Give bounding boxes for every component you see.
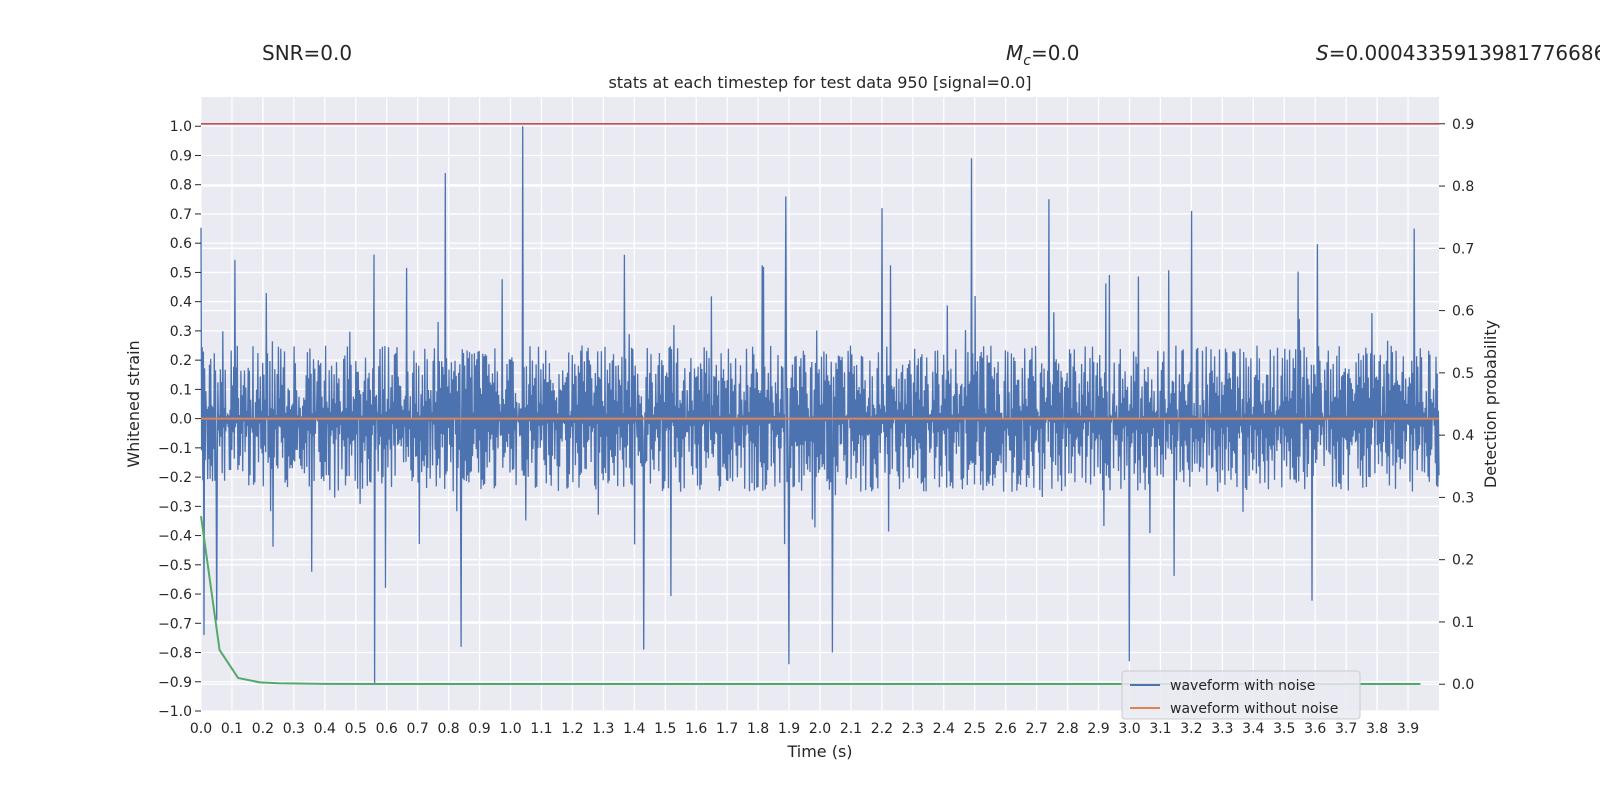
y-tick-label: −0.5 (158, 558, 192, 574)
x-tick-label: 0.9 (468, 721, 490, 737)
y-tick-label: 0.8 (170, 178, 192, 194)
y-tick-label: 0.1 (170, 382, 192, 398)
grid (200, 97, 1439, 712)
x-tick-label: 1.1 (530, 721, 552, 737)
x-tick-label: 2.5 (964, 721, 986, 737)
x-tick-label: 3.1 (1149, 721, 1171, 737)
chirp-mass-subscript: c (1023, 53, 1031, 69)
y2-tick-label: 0.7 (1452, 241, 1474, 257)
x-axis-label: Time (s) (786, 742, 852, 761)
x-tick-label: 1.5 (654, 721, 676, 737)
x-tick-label: 0.6 (376, 721, 398, 737)
x-tick-label: 0.3 (283, 721, 305, 737)
chirp-mass-symbol: M (1006, 41, 1024, 65)
y2-tick-label: 0.2 (1452, 553, 1474, 569)
legend-label: waveform with noise (1170, 678, 1315, 694)
x-tick-label: 2.2 (871, 721, 893, 737)
s-statistic-annotation: S=0.0004335913981776686 (1316, 41, 1600, 65)
y-tick-label: 0.0 (170, 412, 192, 428)
x-tick-label: 2.6 (995, 721, 1017, 737)
x-tick-label: 3.6 (1304, 721, 1326, 737)
s-statistic-value: =0.0004335913981776686 (1328, 41, 1600, 65)
x-tick-label: 0.1 (221, 721, 243, 737)
x-tick-label: 2.8 (1056, 721, 1078, 737)
y2-tick-label: 0.3 (1452, 490, 1474, 506)
y-tick-label: −0.1 (158, 441, 192, 457)
x-tick-label: 1.4 (623, 721, 645, 737)
detection-probability-line (200, 515, 1421, 685)
y2-tick-label: 0.6 (1452, 304, 1474, 320)
y2-axis-label: Detection probability (1481, 320, 1500, 488)
x-tick-label: 1.7 (716, 721, 738, 737)
y-axis-ticks: −1.0 −0.9 −0.8 −0.7 −0.6 −0.5 −0.4 −0.3 −0.2 −0.1… (158, 119, 201, 720)
y-tick-label: −0.8 (158, 646, 192, 662)
y-tick-label: 0.5 (170, 265, 192, 281)
x-tick-label: 3.9 (1397, 721, 1419, 737)
x-tick-label: 2.4 (933, 721, 955, 737)
chirp-mass-annotation: Mc=0.0 (1006, 41, 1080, 69)
snr-annotation: SNR=0.0 (262, 41, 353, 65)
y-tick-label: 0.9 (170, 148, 192, 164)
x-tick-label: 2.9 (1087, 721, 1109, 737)
x-tick-label: 1.3 (592, 721, 614, 737)
y-tick-label: −0.7 (158, 616, 192, 632)
x-tick-label: 1.8 (747, 721, 769, 737)
x-tick-label: 1.9 (778, 721, 800, 737)
x-tick-label: 3.0 (1118, 721, 1140, 737)
chirp-mass-value: =0.0 (1030, 41, 1080, 65)
y-tick-label: −0.2 (158, 470, 192, 486)
x-tick-label: 3.8 (1366, 721, 1388, 737)
y2-tick-label: 0.8 (1452, 179, 1474, 195)
chart-title: stats at each timestep for test data 950… (608, 73, 1031, 92)
y2-tick-label: 0.0 (1452, 677, 1474, 693)
x-tick-label: 0.2 (252, 721, 274, 737)
y-tick-label: 0.2 (170, 353, 192, 369)
y-tick-label: −0.9 (158, 675, 192, 691)
legend-label: waveform without noise (1170, 701, 1338, 717)
y2-tick-label: 0.4 (1452, 428, 1474, 444)
x-tick-label: 0.8 (437, 721, 459, 737)
legend-box (1121, 670, 1361, 720)
y2-tick-label: 0.9 (1452, 117, 1474, 133)
x-tick-label: 3.4 (1242, 721, 1264, 737)
x-tick-label: 1.0 (499, 721, 521, 737)
x-tick-label: 3.5 (1273, 721, 1295, 737)
y2-tick-label: 0.5 (1452, 366, 1474, 382)
x-tick-label: 2.3 (902, 721, 924, 737)
x-tick-label: 0.7 (407, 721, 429, 737)
y2-tick-label: 0.1 (1452, 615, 1474, 631)
x-tick-label: 3.2 (1180, 721, 1202, 737)
legend: waveform with noise waveform without nois… (1121, 670, 1361, 720)
x-tick-label: 1.6 (685, 721, 707, 737)
y2-axis-ticks: 0.0 0.1 0.2 0.3 0.4 0.5 0.6 0.7 0.8 0.9 (1439, 117, 1474, 693)
series-detection-probability (200, 515, 1421, 685)
s-statistic-symbol: S (1316, 41, 1329, 65)
y-tick-label: 0.6 (170, 236, 192, 252)
y-tick-label: −0.3 (158, 499, 192, 515)
x-tick-label: 2.1 (840, 721, 862, 737)
x-tick-label: 3.7 (1335, 721, 1357, 737)
x-tick-label: 2.7 (1026, 721, 1048, 737)
x-tick-label: 0.4 (314, 721, 336, 737)
y-tick-label: 0.3 (170, 324, 192, 340)
x-tick-label: 0.5 (345, 721, 367, 737)
x-tick-label: 0.0 (190, 721, 212, 737)
y-tick-label: 0.4 (170, 295, 192, 311)
y-tick-label: 0.7 (170, 207, 192, 223)
y-axis-label: Whitened strain (124, 340, 143, 467)
y-tick-label: −1.0 (158, 704, 192, 720)
x-tick-label: 2.0 (809, 721, 831, 737)
x-tick-label: 1.2 (561, 721, 583, 737)
y-tick-label: −0.4 (158, 529, 192, 545)
waveform-with-noise-line (200, 126, 1440, 685)
y-tick-label: −0.6 (158, 587, 192, 603)
x-tick-label: 3.3 (1211, 721, 1233, 737)
y-tick-label: 1.0 (170, 119, 192, 135)
series-waveform-with-noise (200, 126, 1440, 685)
x-axis-ticks: 0.0 0.1 0.2 0.3 0.4 0.5 0.6 0.7 0.8 0.9 1.0 1.1 1.2 1… (190, 721, 1419, 737)
